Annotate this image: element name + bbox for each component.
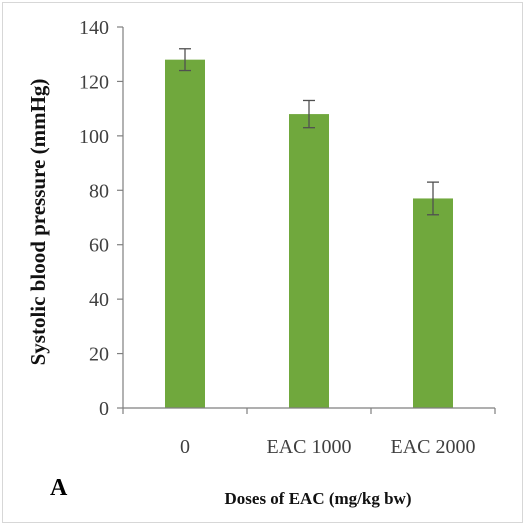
labels-layer: 0 20 40 60 80 100 120 140 0 EAC 1000 EAC 2000 — [79, 17, 476, 458]
panel-label: A — [50, 475, 68, 501]
bar-3 — [413, 198, 453, 408]
x-tick-label: EAC 1000 — [267, 436, 352, 458]
error-bar-1 — [179, 48, 191, 72]
x-tick-label: EAC 2000 — [391, 436, 476, 458]
y-tick-label: 120 — [79, 71, 109, 93]
bar-2 — [289, 114, 329, 408]
y-tick-label: 60 — [89, 235, 109, 257]
y-tick-label: 80 — [89, 180, 109, 202]
y-axis-title: Systolic blood pressure (mmHg) — [26, 79, 50, 366]
x-tick-label: 0 — [180, 436, 190, 458]
y-tick-label: 40 — [89, 289, 109, 311]
y-tick-label: 140 — [79, 17, 109, 39]
error-bars-layer — [179, 48, 439, 216]
y-tick-label: 0 — [99, 398, 109, 420]
x-axis-title: Doses of EAC (mg/kg bw) — [225, 489, 412, 508]
y-tick-label: 20 — [89, 344, 109, 366]
figure-border — [2, 2, 523, 523]
bar-1 — [165, 59, 205, 409]
y-tick-label: 100 — [79, 126, 109, 148]
error-bar-3 — [427, 181, 439, 216]
axes-layer — [117, 26, 496, 414]
bars-layer — [165, 59, 453, 409]
error-bar-2 — [303, 99, 315, 129]
